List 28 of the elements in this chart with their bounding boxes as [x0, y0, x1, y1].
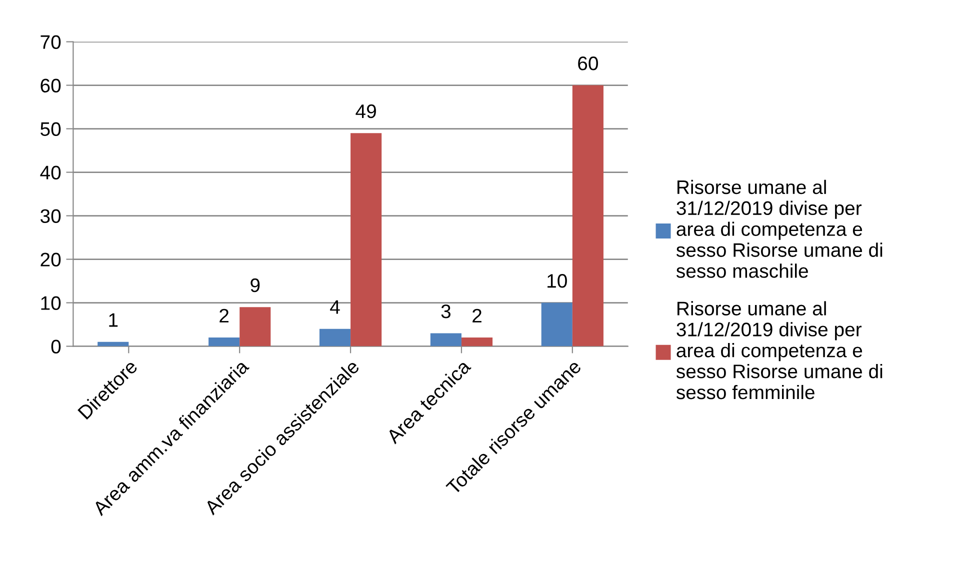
data-label: 2	[220, 308, 228, 322]
data-label: 1	[109, 313, 118, 327]
data-label: 4	[330, 300, 340, 314]
data-label: 49	[356, 104, 376, 118]
bar	[208, 338, 240, 346]
legend-label: Risorse umane al 31/12/2019 divise per area di competenza e sesso Risorse umane di sesso maschile	[676, 180, 882, 278]
data-label: 2	[472, 308, 482, 322]
data-label: 3	[441, 304, 450, 318]
y-tick-label: 20	[40, 252, 61, 266]
bar	[541, 302, 572, 346]
y-tick-label: 70	[40, 35, 61, 49]
bar	[572, 85, 604, 346]
y-tick-label: 10	[41, 296, 61, 310]
data-label: 60	[578, 56, 598, 70]
y-tick-label: 30	[40, 209, 61, 223]
bar	[461, 338, 493, 346]
bar	[430, 333, 462, 346]
y-tick-label: 0	[51, 340, 61, 354]
y-tick-label: 40	[40, 166, 61, 180]
bar	[240, 307, 271, 346]
data-label: 9	[250, 278, 260, 292]
data-label: 10	[548, 274, 567, 288]
y-tick-label: 50	[40, 122, 61, 136]
bar	[319, 328, 351, 346]
legend-label: Risorse umane al 31/12/2019 divise per area di competenza e sesso Risorse umane di sesso femminile	[676, 301, 882, 400]
bar	[98, 342, 129, 346]
bar	[350, 133, 382, 346]
y-tick-label: 60	[40, 78, 61, 92]
